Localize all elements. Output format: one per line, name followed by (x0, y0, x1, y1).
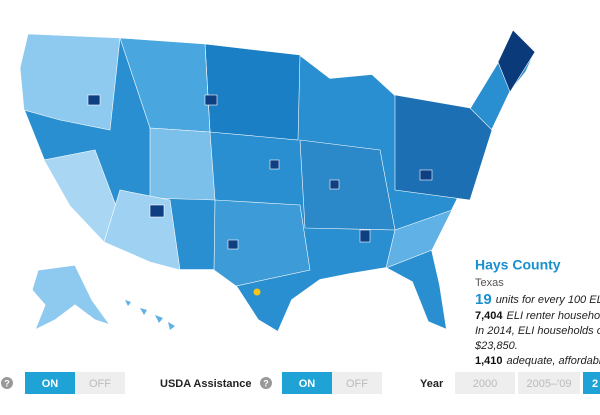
help-icon[interactable] (1, 377, 13, 389)
usda-on-label: ON (299, 378, 316, 390)
county-texture (19, 29, 536, 287)
hawaii (125, 300, 175, 330)
usda-off[interactable] (332, 372, 382, 394)
help-glyph: ? (263, 378, 269, 388)
selected-county[interactable] (253, 288, 261, 296)
toggle-on-label: ON (42, 378, 59, 390)
controls: ? ON OFF USDA Assistance ? ON OFF Year 2… (1, 372, 600, 394)
county-name: Hays County (475, 257, 561, 273)
year-option-selected[interactable] (583, 372, 600, 394)
year-label: Year (420, 378, 444, 390)
units-number: 19 (475, 291, 492, 308)
help-icon[interactable] (260, 377, 272, 389)
alaska (31, 264, 112, 332)
households-text: ELI renter households (507, 310, 600, 322)
toggle-off-label: OFF (89, 378, 111, 390)
income-value: $23,850. (474, 340, 518, 352)
map (19, 28, 536, 334)
units-text: units for every 100 ELI re (496, 294, 600, 306)
year-option[interactable] (455, 372, 515, 394)
year-option[interactable] (518, 372, 580, 394)
year-option-label: 2000 (473, 378, 497, 390)
toggle-off[interactable] (75, 372, 125, 394)
adequate-text: adequate, affordable, a (507, 355, 600, 367)
year-option-label: 2005–'09 (527, 378, 572, 390)
info-panel: Hays County Texas 19 units for every 100… (474, 257, 600, 367)
year-option-label: 2 (592, 378, 598, 390)
adequate-number: 1,410 (475, 355, 503, 367)
income-text: In 2014, ELI households of fo (475, 325, 600, 337)
households-number: 7,404 (475, 310, 503, 322)
usda-label: USDA Assistance (160, 378, 252, 390)
usda-off-label: OFF (346, 378, 368, 390)
help-glyph: ? (4, 378, 10, 388)
usda-on[interactable] (282, 372, 332, 394)
toggle-on[interactable] (25, 372, 75, 394)
state-name: Texas (475, 277, 504, 289)
